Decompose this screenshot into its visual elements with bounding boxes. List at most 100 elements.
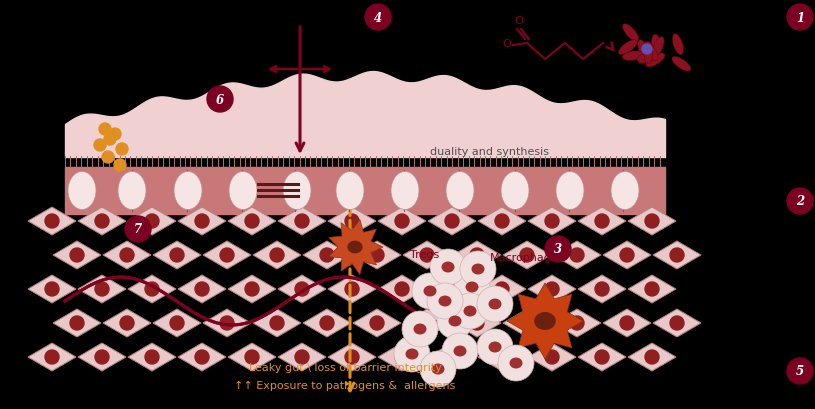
Circle shape	[345, 282, 359, 296]
Polygon shape	[528, 275, 576, 303]
Polygon shape	[178, 343, 226, 371]
Polygon shape	[653, 241, 701, 270]
Text: 5: 5	[796, 364, 804, 378]
Circle shape	[430, 249, 466, 285]
Polygon shape	[478, 207, 526, 236]
Circle shape	[520, 248, 534, 262]
Circle shape	[787, 189, 813, 214]
Circle shape	[220, 316, 234, 330]
Polygon shape	[278, 275, 326, 303]
Ellipse shape	[488, 342, 501, 353]
Circle shape	[670, 248, 684, 262]
Circle shape	[45, 350, 59, 364]
Ellipse shape	[651, 35, 660, 57]
Circle shape	[545, 350, 559, 364]
Circle shape	[120, 248, 134, 262]
Polygon shape	[103, 241, 151, 270]
Polygon shape	[603, 309, 651, 337]
Circle shape	[95, 282, 109, 296]
Circle shape	[595, 282, 609, 296]
Ellipse shape	[174, 172, 202, 210]
Polygon shape	[628, 275, 676, 303]
Ellipse shape	[229, 172, 257, 210]
Ellipse shape	[465, 282, 478, 293]
Polygon shape	[178, 207, 226, 236]
Circle shape	[645, 282, 659, 296]
Polygon shape	[353, 241, 401, 270]
Polygon shape	[628, 207, 676, 236]
Ellipse shape	[438, 296, 452, 307]
Circle shape	[45, 282, 59, 296]
Text: 1: 1	[796, 11, 804, 25]
Ellipse shape	[347, 241, 363, 254]
Polygon shape	[403, 241, 451, 270]
Ellipse shape	[652, 38, 664, 58]
Circle shape	[170, 248, 184, 262]
Ellipse shape	[424, 286, 437, 297]
Circle shape	[452, 293, 488, 329]
Ellipse shape	[672, 34, 683, 56]
Circle shape	[442, 333, 478, 369]
Circle shape	[245, 350, 259, 364]
Circle shape	[365, 5, 391, 31]
Circle shape	[460, 252, 496, 287]
Ellipse shape	[472, 264, 484, 275]
Polygon shape	[428, 275, 476, 303]
Polygon shape	[353, 309, 401, 337]
Ellipse shape	[644, 43, 658, 61]
Circle shape	[99, 124, 111, 136]
Circle shape	[402, 311, 438, 347]
Ellipse shape	[534, 312, 556, 330]
Polygon shape	[153, 309, 201, 337]
Polygon shape	[528, 343, 576, 371]
Circle shape	[95, 214, 109, 229]
Circle shape	[104, 134, 116, 146]
Circle shape	[620, 248, 634, 262]
Polygon shape	[378, 207, 426, 236]
Circle shape	[125, 216, 151, 243]
Text: Tregs: Tregs	[411, 249, 439, 259]
Text: O: O	[502, 39, 511, 49]
Ellipse shape	[638, 40, 650, 61]
Circle shape	[420, 351, 456, 387]
Text: O: O	[514, 16, 523, 26]
Text: 6: 6	[216, 93, 224, 106]
Circle shape	[642, 45, 652, 55]
Ellipse shape	[644, 43, 653, 64]
Circle shape	[270, 248, 284, 262]
Text: Leaky gut \ loss of barrier integrity: Leaky gut \ loss of barrier integrity	[249, 362, 442, 372]
Circle shape	[545, 214, 559, 229]
Polygon shape	[28, 207, 76, 236]
Polygon shape	[503, 309, 551, 337]
Circle shape	[245, 282, 259, 296]
Circle shape	[670, 316, 684, 330]
Polygon shape	[328, 220, 383, 275]
Ellipse shape	[509, 357, 522, 369]
Polygon shape	[78, 343, 126, 371]
Polygon shape	[178, 275, 226, 303]
Circle shape	[95, 350, 109, 364]
Polygon shape	[328, 275, 376, 303]
Ellipse shape	[453, 346, 466, 357]
Circle shape	[437, 303, 473, 339]
Circle shape	[545, 282, 559, 296]
Polygon shape	[153, 241, 201, 270]
Ellipse shape	[638, 51, 658, 64]
Polygon shape	[553, 241, 601, 270]
Circle shape	[520, 316, 534, 330]
Circle shape	[495, 282, 509, 296]
Polygon shape	[128, 207, 176, 236]
Circle shape	[427, 283, 463, 319]
Circle shape	[195, 282, 209, 296]
Circle shape	[445, 350, 459, 364]
Circle shape	[495, 350, 509, 364]
Polygon shape	[507, 283, 583, 359]
Text: 4: 4	[374, 11, 382, 25]
Circle shape	[645, 350, 659, 364]
Polygon shape	[228, 275, 276, 303]
Ellipse shape	[672, 57, 691, 72]
Circle shape	[395, 214, 409, 229]
Circle shape	[470, 316, 484, 330]
Polygon shape	[428, 343, 476, 371]
Circle shape	[70, 316, 84, 330]
